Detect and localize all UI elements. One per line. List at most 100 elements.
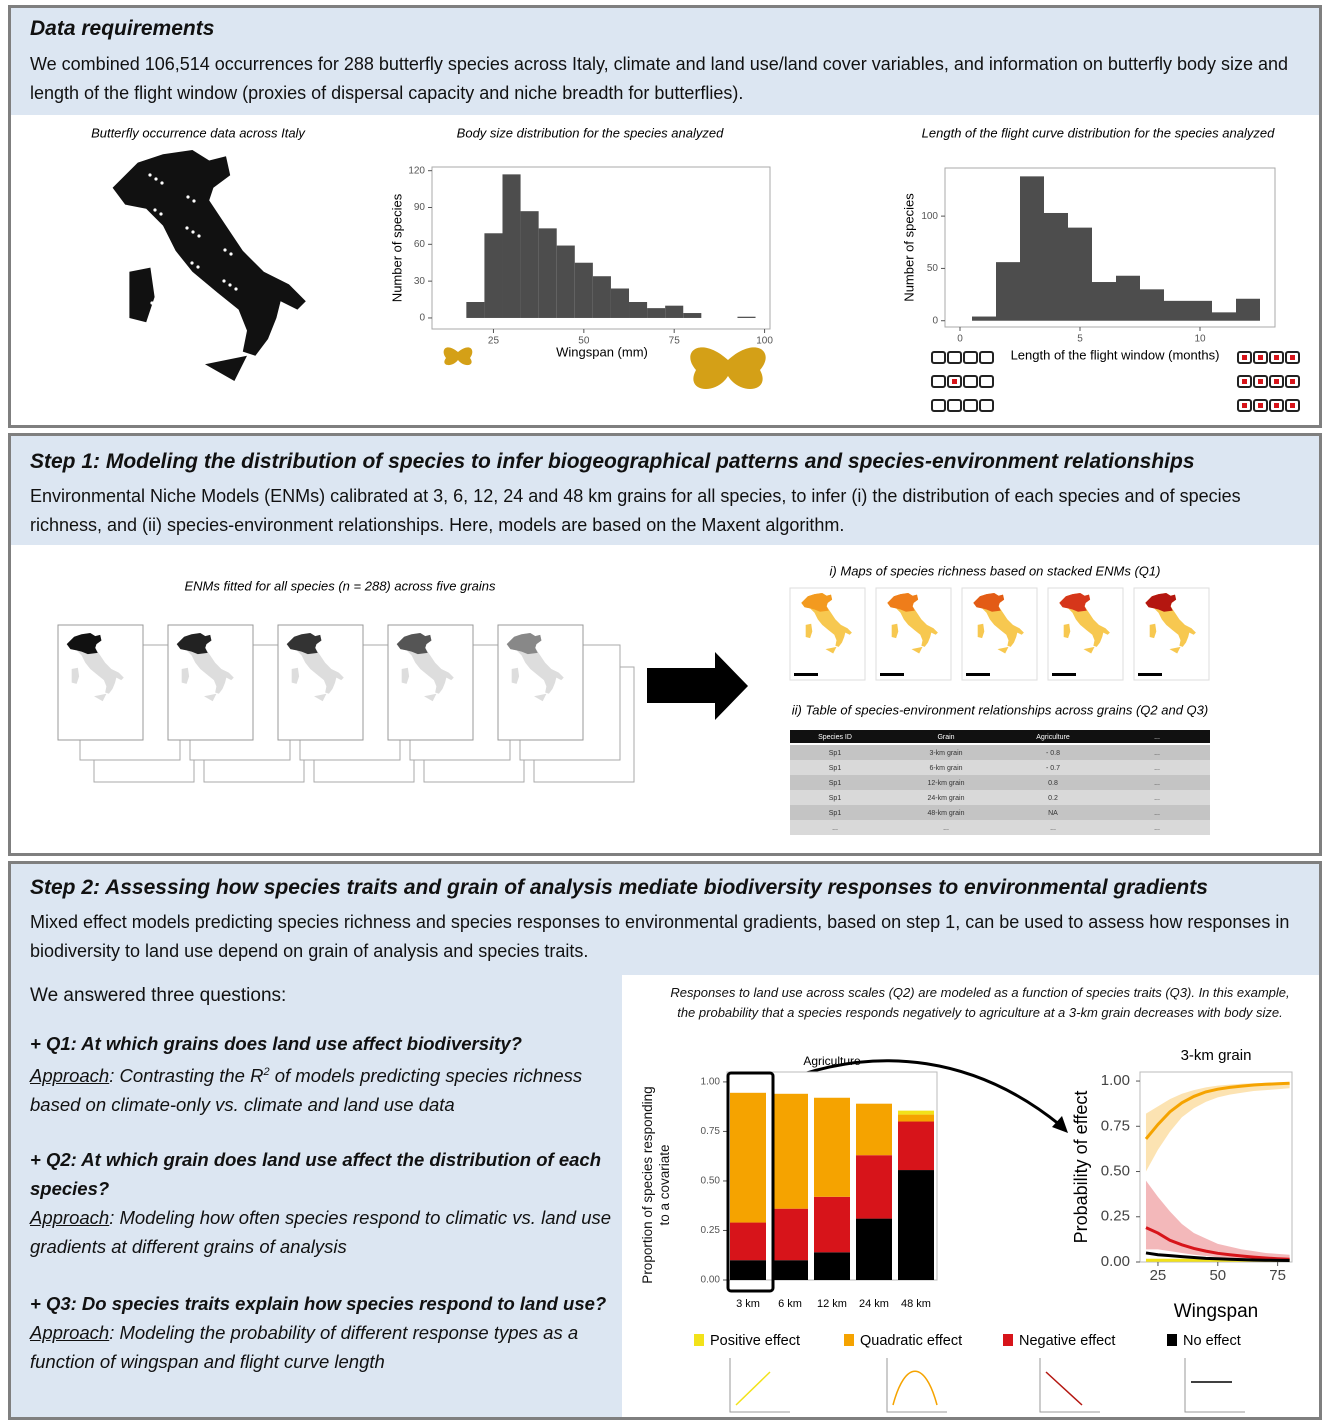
response-shape bbox=[893, 1371, 937, 1405]
response-axes bbox=[887, 1358, 947, 1412]
approach-label: Approach bbox=[30, 1207, 109, 1228]
scale-bar bbox=[966, 673, 990, 676]
table-header-cell: Species ID bbox=[818, 734, 852, 741]
occurrence-gap bbox=[157, 274, 160, 277]
table-cell: ... bbox=[832, 825, 838, 832]
bar bbox=[1116, 276, 1140, 321]
table-cell: Sp1 bbox=[829, 750, 842, 757]
x-tick-label: 100 bbox=[756, 336, 773, 347]
question: + Q3: Do species traits explain how spec… bbox=[30, 1293, 606, 1314]
calendar-mark bbox=[1290, 379, 1295, 384]
section-title: Step 2: Assessing how species traits and… bbox=[30, 876, 1208, 900]
response-shape bbox=[1046, 1372, 1082, 1405]
calendar-mark bbox=[1290, 355, 1295, 360]
legend-label: Quadratic effect bbox=[860, 1333, 962, 1349]
x-axis-label: Length of the flight window (months) bbox=[1011, 347, 1220, 362]
bar bbox=[1068, 228, 1092, 321]
occurrence-gap bbox=[151, 270, 154, 273]
table-row bbox=[790, 760, 1210, 775]
x-tick-label: 12 km bbox=[817, 1298, 847, 1310]
calendar-mark bbox=[1274, 403, 1279, 408]
table-cell: 0.2 bbox=[1048, 795, 1058, 802]
scale-bar bbox=[1138, 673, 1162, 676]
butterfly-icon bbox=[444, 347, 473, 365]
bar bbox=[629, 302, 647, 318]
y-tick-label: 0.50 bbox=[1101, 1162, 1130, 1179]
occurrence-gap bbox=[224, 217, 227, 220]
bar bbox=[1044, 213, 1068, 321]
y-tick-label: 0.50 bbox=[701, 1176, 721, 1187]
bar-segment bbox=[772, 1094, 808, 1209]
occurrence-gap bbox=[161, 340, 164, 343]
table-row bbox=[790, 745, 1210, 760]
table-cell: ... bbox=[1154, 765, 1160, 772]
x-tick-label: 75 bbox=[1269, 1267, 1286, 1284]
occurrence-gap bbox=[158, 243, 161, 246]
bar-segment bbox=[814, 1197, 850, 1252]
table-cell: 48-km grain bbox=[928, 810, 965, 817]
table-cell: ... bbox=[1154, 810, 1160, 817]
occurrence-gap bbox=[197, 234, 200, 237]
bar-segment bbox=[856, 1219, 892, 1280]
section-text: Mixed effect models predicting species r… bbox=[30, 908, 1310, 966]
calendar-mark bbox=[1258, 379, 1263, 384]
table-cell: Sp1 bbox=[829, 765, 842, 772]
occurrence-gap bbox=[232, 349, 235, 352]
bar-segment bbox=[730, 1093, 766, 1223]
table-cell: 24-km grain bbox=[928, 795, 965, 802]
calendar-mark bbox=[1274, 355, 1279, 360]
arrow bbox=[647, 652, 748, 720]
occurrence-gap bbox=[225, 186, 228, 189]
table-cell: 12-km grain bbox=[928, 780, 965, 787]
question: + Q1: At which grains does land use affe… bbox=[30, 1033, 522, 1054]
table-header-cell: Grain bbox=[937, 734, 954, 741]
table-cell: ... bbox=[1154, 795, 1160, 802]
table-header-cell: Agriculture bbox=[1036, 734, 1070, 741]
y-tick-label: 0 bbox=[419, 313, 425, 324]
occurrence-gap bbox=[189, 292, 192, 295]
figure-caption: Responses to land use across scales (Q2)… bbox=[665, 983, 1295, 1023]
y-axis-label: Number of species bbox=[901, 193, 916, 302]
calendar-icon bbox=[980, 352, 993, 363]
bar bbox=[647, 308, 665, 318]
occurrence-gap bbox=[149, 332, 152, 335]
y-tick-label: 50 bbox=[927, 263, 939, 274]
occurrence-gap bbox=[194, 327, 197, 330]
table-row bbox=[790, 775, 1210, 790]
table-row bbox=[790, 820, 1210, 835]
approach-text: : Modeling the probability of different … bbox=[30, 1322, 578, 1372]
bar bbox=[1188, 301, 1212, 321]
legend-swatch bbox=[1003, 1334, 1013, 1346]
response-axes bbox=[730, 1358, 790, 1412]
table-header bbox=[790, 730, 1210, 743]
bar bbox=[683, 313, 701, 318]
response-axes bbox=[1040, 1358, 1100, 1412]
table-cell: - 0.8 bbox=[1046, 750, 1060, 757]
occurrence-gap bbox=[223, 248, 226, 251]
occurrence-gap bbox=[155, 336, 158, 339]
chart-title: 3-km grain bbox=[1181, 1047, 1252, 1064]
x-tick-label: 24 km bbox=[859, 1298, 889, 1310]
table-header-cell: ... bbox=[1154, 734, 1160, 741]
calendar-icon bbox=[980, 400, 993, 411]
calendar-icon bbox=[964, 400, 977, 411]
calendar-icon bbox=[932, 400, 945, 411]
occurrence-gap bbox=[227, 314, 230, 317]
butterfly-icon bbox=[690, 347, 765, 389]
bar bbox=[665, 306, 683, 318]
bar-segment bbox=[898, 1122, 934, 1171]
occurrence-gap bbox=[190, 261, 193, 264]
bar-segment bbox=[898, 1111, 934, 1115]
occurrence-gap bbox=[185, 226, 188, 229]
y-tick-label: 0.00 bbox=[1101, 1253, 1130, 1270]
occurrence-gap bbox=[153, 208, 156, 211]
calendar-mark bbox=[1258, 355, 1263, 360]
bar bbox=[1092, 282, 1116, 321]
occurrence-gap bbox=[187, 354, 190, 357]
question-block: + Q2: At which grain does land use affec… bbox=[30, 1145, 620, 1261]
y-tick-label: 0.75 bbox=[701, 1126, 721, 1137]
x-tick-label: 0 bbox=[957, 334, 963, 345]
calendar-mark bbox=[1242, 355, 1247, 360]
bar-segment bbox=[856, 1155, 892, 1218]
scale-bar bbox=[794, 673, 818, 676]
